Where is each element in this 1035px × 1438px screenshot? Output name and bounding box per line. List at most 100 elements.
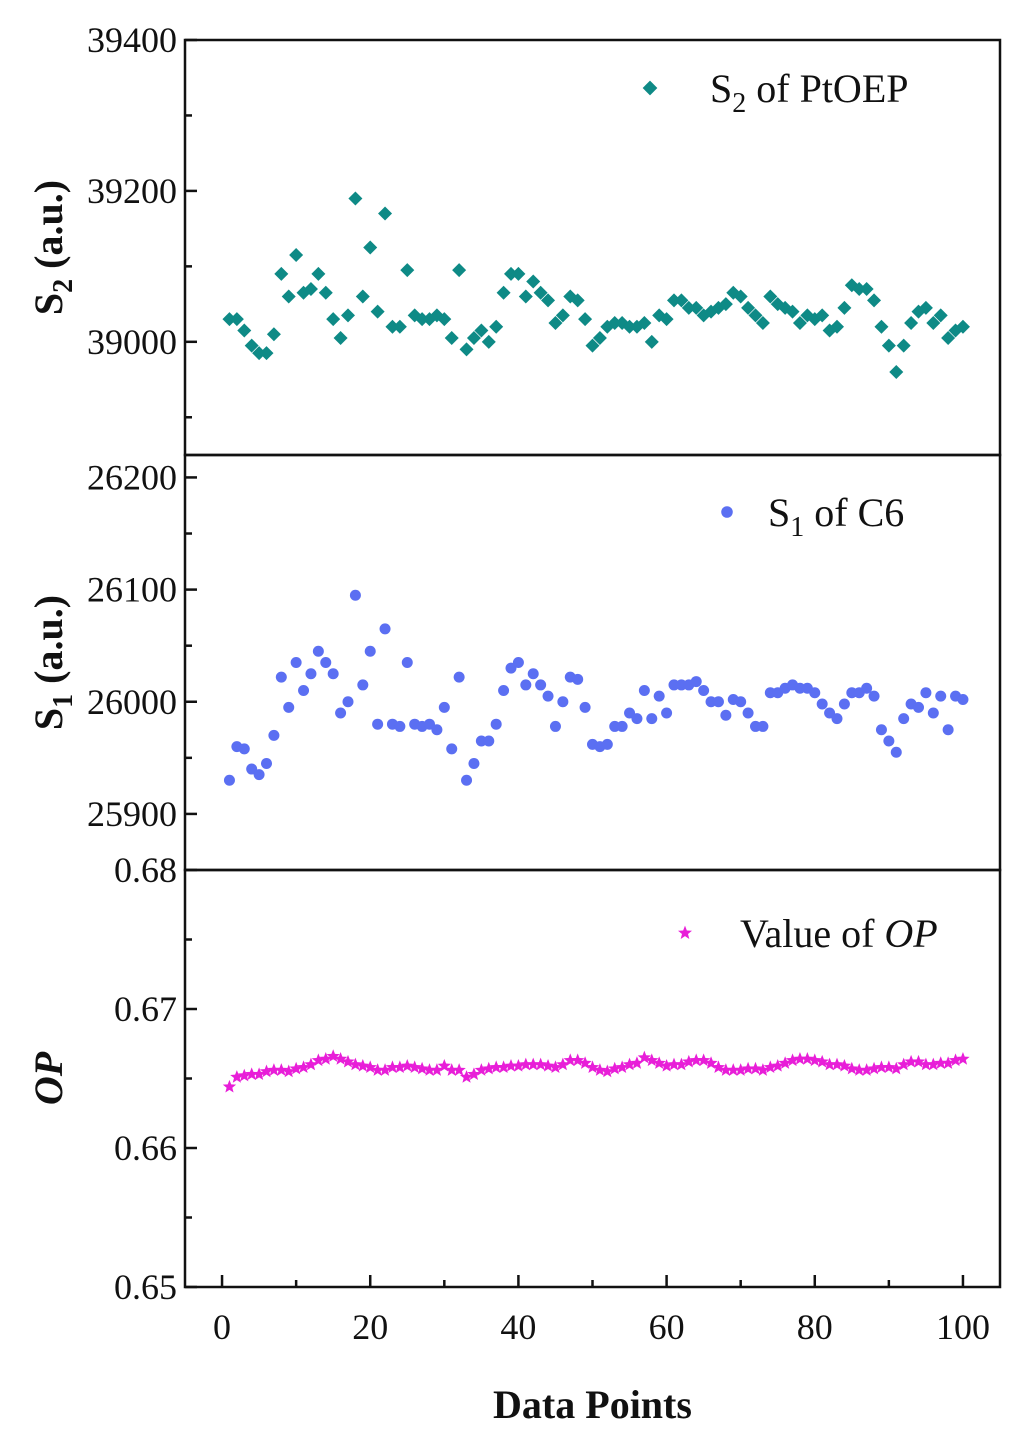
data-point <box>348 191 363 206</box>
data-point <box>274 1063 288 1076</box>
data-point <box>459 1070 474 1083</box>
data-point <box>504 266 518 281</box>
y-tick-label: 0.68 <box>114 850 177 890</box>
data-point <box>644 334 659 349</box>
data-point <box>222 312 237 327</box>
data-point <box>941 331 956 346</box>
data-point <box>816 698 828 710</box>
data-point <box>763 1060 777 1074</box>
data-point <box>674 1057 689 1071</box>
data-point <box>830 319 844 334</box>
data-point <box>608 1061 622 1075</box>
data-point <box>385 1060 400 1074</box>
data-point <box>305 668 317 680</box>
data-point <box>874 1060 889 1074</box>
data-point <box>520 679 532 691</box>
data-point <box>548 1060 563 1074</box>
data-point <box>303 282 318 296</box>
data-point <box>957 694 969 706</box>
panel-op: 0.65 0.66 0.67 0.68 OP Value of OP <box>26 850 1002 1307</box>
data-point <box>690 676 702 688</box>
data-point <box>933 308 948 323</box>
data-point <box>881 338 896 353</box>
data-point <box>735 696 747 708</box>
data-point <box>489 319 504 334</box>
data-point <box>319 1052 333 1065</box>
data-point <box>911 1054 926 1068</box>
data-point <box>935 690 947 702</box>
data-point <box>778 1056 792 1069</box>
x-axis: 0 20 40 60 80 100 Data Points <box>213 1275 990 1427</box>
data-point <box>408 1060 422 1074</box>
data-point <box>631 713 643 725</box>
x-tick-label: 80 <box>797 1307 833 1347</box>
y-axis-title: S2 (a.u.) <box>26 180 79 315</box>
data-point <box>889 1061 903 1075</box>
data-point <box>326 1049 340 1062</box>
data-point <box>415 1061 429 1075</box>
data-point <box>393 1060 407 1074</box>
data-point <box>252 1067 266 1080</box>
data-point <box>867 1061 881 1075</box>
data-point <box>289 248 304 263</box>
data-point <box>446 743 458 755</box>
data-point <box>755 315 770 330</box>
y-tick-label: 0.65 <box>114 1267 177 1307</box>
data-point <box>689 1053 703 1067</box>
data-point <box>364 645 376 657</box>
data-point <box>379 623 391 635</box>
data-point <box>237 1068 251 1082</box>
data-point <box>578 1056 592 1069</box>
data-point <box>370 304 385 319</box>
data-point <box>681 300 696 315</box>
data-point <box>342 696 354 708</box>
data-point <box>942 724 954 736</box>
data-point <box>526 1057 540 1071</box>
data-point <box>920 687 932 699</box>
data-point <box>859 1063 874 1076</box>
data-point <box>437 1058 451 1072</box>
data-point <box>400 263 415 278</box>
data-point <box>527 668 539 680</box>
data-point <box>637 1050 652 1064</box>
data-point <box>771 1058 785 1072</box>
data-point <box>244 338 259 353</box>
data-point <box>698 685 710 697</box>
data-point <box>896 338 911 353</box>
data-point <box>874 319 889 334</box>
data-point <box>616 720 628 732</box>
data-point <box>756 1063 770 1076</box>
data-point <box>831 713 843 725</box>
data-point <box>607 315 622 330</box>
x-tick-label: 20 <box>352 1307 388 1347</box>
data-point <box>261 757 272 769</box>
data-point <box>838 698 850 710</box>
data-point <box>349 589 361 601</box>
legend-marker <box>678 925 692 939</box>
data-point <box>223 774 235 786</box>
data-point <box>533 1057 548 1071</box>
data-point <box>563 1053 577 1067</box>
data-point <box>363 240 378 255</box>
data-point <box>800 1052 815 1065</box>
data-point <box>459 342 474 357</box>
data-point <box>719 1063 733 1076</box>
data-point <box>883 735 895 747</box>
data-point <box>496 1060 511 1074</box>
data-point <box>600 1064 614 1078</box>
data-point <box>378 1063 392 1076</box>
data-point <box>394 720 406 732</box>
data-point <box>518 289 533 304</box>
data-point <box>333 1052 348 1065</box>
data-point <box>861 682 873 694</box>
data-point <box>557 696 569 708</box>
data-point <box>430 1063 444 1076</box>
data-point <box>468 757 480 769</box>
data-point <box>498 685 510 697</box>
data-point <box>452 263 467 278</box>
data-point <box>578 312 593 327</box>
data-point <box>667 1057 681 1071</box>
data-point <box>444 331 459 346</box>
data-point <box>489 1060 503 1074</box>
